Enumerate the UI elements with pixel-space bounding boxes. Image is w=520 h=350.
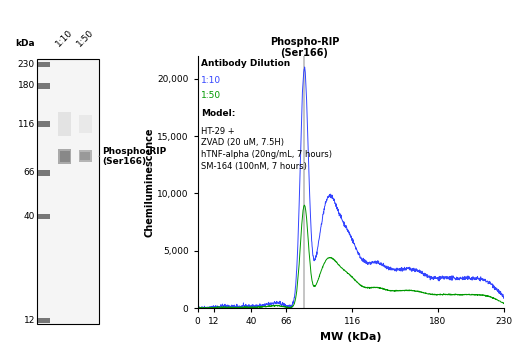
Text: Model:: Model: [201,109,235,118]
1:10 [194,306,201,310]
1:50 [444,292,450,296]
1:10 [302,65,308,69]
Text: 180: 180 [18,82,35,91]
Text: Phospho-RIP
(Ser166): Phospho-RIP (Ser166) [270,37,339,58]
1:10 [269,302,275,306]
Line: 1:50: 1:50 [198,205,504,308]
Text: kDa: kDa [15,40,35,48]
1:50 [501,301,508,306]
1:10 [444,277,450,281]
Text: Phospho-RIP
(Ser166): Phospho-RIP (Ser166) [99,147,167,166]
Text: 116: 116 [18,120,35,128]
1:50 [497,299,503,303]
1:10 [356,252,362,256]
Bar [79,150,92,162]
1:10 [501,296,508,301]
Bar [58,112,71,136]
Text: HT-29 +
ZVAD (20 uM, 7.5H)
hTNF-alpha (20ng/mL, 7 hours)
SM-164 (100nM, 7 hours): HT-29 + ZVAD (20 uM, 7.5H) hTNF-alpha (2… [201,127,332,171]
1:10 [301,71,307,76]
Bar [38,214,50,219]
Text: 1:50: 1:50 [201,91,221,100]
Line: 1:10: 1:10 [198,67,504,308]
Bar [38,62,50,68]
Bar [60,151,70,162]
Bar [38,121,50,127]
1:50 [336,264,343,268]
Bar [38,318,50,323]
Bar [58,149,71,164]
Bar [79,115,92,133]
1:50 [194,306,201,310]
1:50 [269,303,275,308]
1:50 [300,207,306,211]
X-axis label: MW (kDa): MW (kDa) [320,331,382,342]
Y-axis label: Chemiluminescence: Chemiluminescence [144,127,154,237]
1:10 [497,290,503,295]
Bar [38,170,50,176]
Bar [38,83,50,89]
Bar [37,59,99,323]
Text: 1:50: 1:50 [75,28,96,48]
Text: 40: 40 [23,212,35,221]
Text: 230: 230 [18,60,35,69]
Bar [80,152,90,160]
Text: 12: 12 [23,316,35,325]
Text: 1:10: 1:10 [55,28,75,48]
Text: 1:10: 1:10 [201,76,221,85]
1:10 [194,306,201,310]
1:50 [356,282,362,286]
Text: Antibody Dilution: Antibody Dilution [201,58,290,68]
1:10 [336,212,343,217]
1:50 [301,203,307,207]
Text: 66: 66 [23,168,35,177]
